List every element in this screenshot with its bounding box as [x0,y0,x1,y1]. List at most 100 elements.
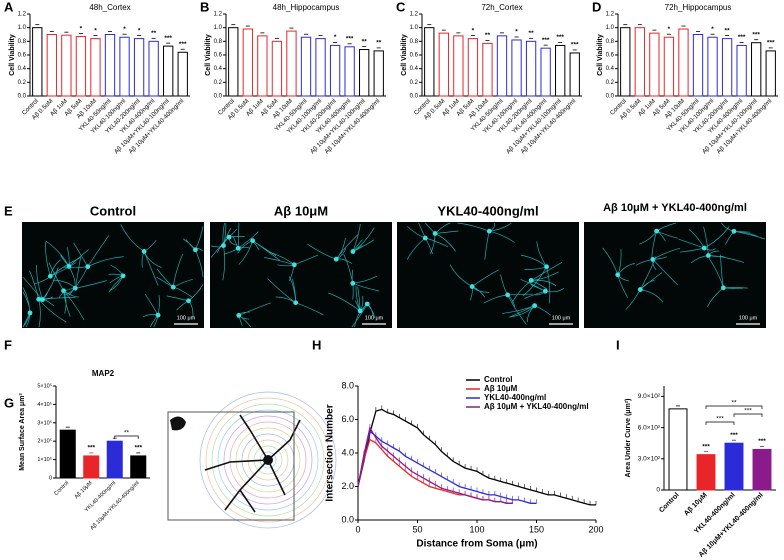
significance: *** [571,42,579,49]
significance: *** [730,432,738,439]
neurite [328,285,364,312]
significance: *** [752,31,760,38]
bar [511,39,522,97]
bar [482,42,493,97]
bar [315,38,326,97]
panel-letter: D [592,0,601,14]
cell-body [701,245,707,251]
cell-body [36,296,42,302]
y-tick-label: 1.2 [214,12,223,18]
bar [555,44,566,97]
bar [634,27,645,97]
neurite [602,247,635,298]
neurite [502,305,551,323]
x-tick-label: Aβ 10μM [74,480,94,500]
y-tick-label: 0.8 [606,39,615,45]
image-title: Control [90,203,136,218]
neurite [483,274,533,325]
sholl-ring [235,427,301,493]
neurite [166,284,204,317]
legend-label: Control [484,375,512,384]
y-tick-label: 5×10⁵ [37,382,52,389]
sholl-ring [211,403,325,517]
bar [668,408,688,491]
x-tick-label: 200 [588,524,603,534]
y-tick-label: 0.8 [18,39,27,45]
neurite [45,240,89,285]
sholl-ring [223,415,313,505]
y-tick-label: 0.8 [410,39,419,45]
y-tick-label: 2×10⁵ [37,438,52,445]
y-tick-label: 0.0 [214,94,223,100]
bar [271,40,283,97]
sholl-ring [217,409,319,511]
x-tick-label: 100 [469,524,484,534]
bar [663,36,675,97]
cell-body [364,301,370,307]
y-axis-label: Cell Viability [401,34,408,76]
cell-body [422,235,428,241]
x-tick-label: Control [53,480,70,497]
neurite [707,254,748,308]
x-tick-label: Aβ 10μM [683,492,709,518]
neurite [425,222,459,255]
y-tick-label: 4×10⁵ [37,401,52,408]
bracket-label: ** [124,430,130,437]
neurite [639,222,678,260]
significance: ** [362,38,368,45]
bar [148,40,159,97]
y-tick-label: 0.4 [18,66,27,72]
neurite [449,264,499,301]
y-tick-label: 8.0 [341,380,354,390]
bracket-label: *** [716,416,724,423]
bar [649,32,660,97]
cell-body [542,288,548,294]
bar [678,28,689,97]
y-tick-label: 0 [656,487,660,494]
significance: * [472,27,475,34]
bar [373,50,384,97]
neurite [406,222,449,260]
significance: ** [376,40,382,47]
neurite [343,253,379,300]
y-tick-label: 1.0 [606,25,615,31]
significance: * [668,26,671,33]
bar [32,27,43,97]
cell-body [731,228,737,234]
bar [692,34,704,97]
image-title: Aβ 10μM + YKL40-400ng/ml [603,202,747,214]
y-axis-label: Mean Surface Area μm² [19,393,26,471]
neurite [182,226,204,278]
y-tick-label: 0.0 [18,94,27,100]
y-tick-label: 0.2 [18,80,27,86]
panel-letter: F [4,337,12,352]
bar [525,40,537,97]
neurite [457,222,515,260]
bar [707,36,718,97]
significance: *** [702,443,710,450]
bar [177,51,188,97]
legend-label: YKL40-400ng/ml [484,393,546,402]
chart-title: 48h_Cortex [89,3,130,12]
y-tick-label: 0.0 [341,514,354,524]
cell-body [291,262,297,268]
bar [620,27,631,97]
cell-body [192,247,198,253]
cell-body [40,297,45,302]
y-tick-label: 0.4 [214,66,223,72]
y-tick-label: 2.0 [341,481,354,491]
significance: *** [767,40,775,47]
bracket [705,421,735,425]
cell-body [221,243,226,248]
bar [751,42,762,97]
y-tick-label: 1.2 [18,12,27,18]
y-tick-label: 1.2 [606,12,615,18]
neurite [511,261,563,304]
y-tick-label: 0.8 [214,39,223,45]
y-tick-label: 1×10⁵ [37,456,52,463]
y-tick-label: 1.2 [410,12,419,18]
bar [467,38,479,97]
panel-letter: C [396,0,406,14]
y-tick-label: 0.6 [214,53,223,59]
y-tick-label: 0.4 [410,66,419,72]
